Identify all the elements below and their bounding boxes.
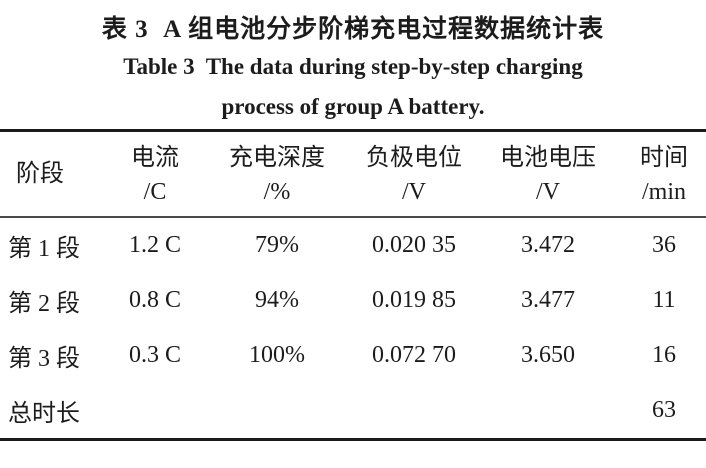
cell-battery-voltage: 3.472 bbox=[521, 232, 575, 258]
cell-time: 63 bbox=[652, 397, 676, 423]
cell-current bbox=[110, 383, 200, 440]
cell-stage: 第 1 段 bbox=[8, 236, 80, 262]
cell-charge-depth bbox=[200, 383, 354, 440]
cell-anode-potential bbox=[354, 383, 474, 440]
cell-charge-depth: 94% bbox=[255, 287, 299, 313]
table-body: 第 1 段 1.2 C 79% 0.020 35 3.472 36 第 2 段 … bbox=[0, 217, 706, 440]
header-anode-potential-label: 负极电位 bbox=[366, 145, 462, 171]
table-row-stage-1: 第 1 段 1.2 C 79% 0.020 35 3.472 36 bbox=[0, 217, 706, 273]
header-battery-voltage: 电池电压 /V bbox=[474, 130, 622, 218]
header-current: 电流 /C bbox=[110, 130, 200, 218]
cell-anode-potential: 0.020 35 bbox=[372, 232, 456, 258]
cell-battery-voltage: 3.650 bbox=[521, 342, 575, 368]
header-time-label: 时间 bbox=[640, 145, 688, 171]
header-stage-label: 阶段 bbox=[16, 161, 64, 187]
header-stage: 阶段 bbox=[0, 130, 110, 218]
cell-current: 0.8 C bbox=[128, 287, 181, 313]
cell-time: 36 bbox=[652, 232, 676, 258]
cell-current: 1.2 C bbox=[128, 232, 181, 258]
header-anode-potential: 负极电位 /V bbox=[354, 130, 474, 218]
header-time: 时间 /min bbox=[622, 130, 706, 218]
header-charge-depth: 充电深度 /% bbox=[200, 130, 354, 218]
header-charge-depth-unit: /% bbox=[263, 179, 291, 205]
cell-charge-depth: 79% bbox=[255, 232, 299, 258]
cell-stage: 第 3 段 bbox=[8, 346, 80, 372]
header-anode-potential-unit: /V bbox=[402, 179, 426, 205]
cell-anode-potential: 0.072 70 bbox=[372, 342, 456, 368]
header-battery-voltage-unit: /V bbox=[536, 179, 560, 205]
table-caption: 表 3 A 组电池分步阶梯充电过程数据统计表 Table 3 The data … bbox=[0, 0, 706, 127]
table-caption-chinese: 表 3 A 组电池分步阶梯充电过程数据统计表 bbox=[101, 16, 605, 43]
header-current-label: 电流 bbox=[131, 145, 179, 171]
cell-current: 0.3 C bbox=[128, 342, 181, 368]
table-header: 阶段 电流 /C 充电深度 /% 负极电位 /V 电池电压 /V bbox=[0, 130, 706, 218]
header-battery-voltage-label: 电池电压 bbox=[500, 145, 596, 171]
cell-time: 11 bbox=[652, 287, 676, 313]
cell-battery-voltage: 3.477 bbox=[521, 287, 575, 313]
cell-stage: 第 2 段 bbox=[8, 291, 80, 317]
charging-data-table: 阶段 电流 /C 充电深度 /% 负极电位 /V 电池电压 /V bbox=[0, 129, 706, 441]
table-row-stage-3: 第 3 段 0.3 C 100% 0.072 70 3.650 16 bbox=[0, 328, 706, 383]
cell-charge-depth: 100% bbox=[249, 342, 305, 368]
cell-battery-voltage bbox=[474, 383, 622, 440]
table-caption-english-line1: Table 3 The data during step-by-step cha… bbox=[123, 54, 583, 79]
cell-stage: 总时长 bbox=[8, 401, 80, 427]
table-row-stage-2: 第 2 段 0.8 C 94% 0.019 85 3.477 11 bbox=[0, 273, 706, 328]
table-caption-english-line2: process of group A battery. bbox=[221, 94, 485, 119]
cell-anode-potential: 0.019 85 bbox=[372, 287, 456, 313]
header-time-unit: /min bbox=[641, 179, 686, 205]
header-current-unit: /C bbox=[143, 179, 167, 205]
header-charge-depth-label: 充电深度 bbox=[229, 145, 325, 171]
header-row: 阶段 电流 /C 充电深度 /% 负极电位 /V 电池电压 /V bbox=[0, 130, 706, 218]
cell-time: 16 bbox=[652, 342, 676, 368]
table-row-total-duration: 总时长 63 bbox=[0, 383, 706, 440]
